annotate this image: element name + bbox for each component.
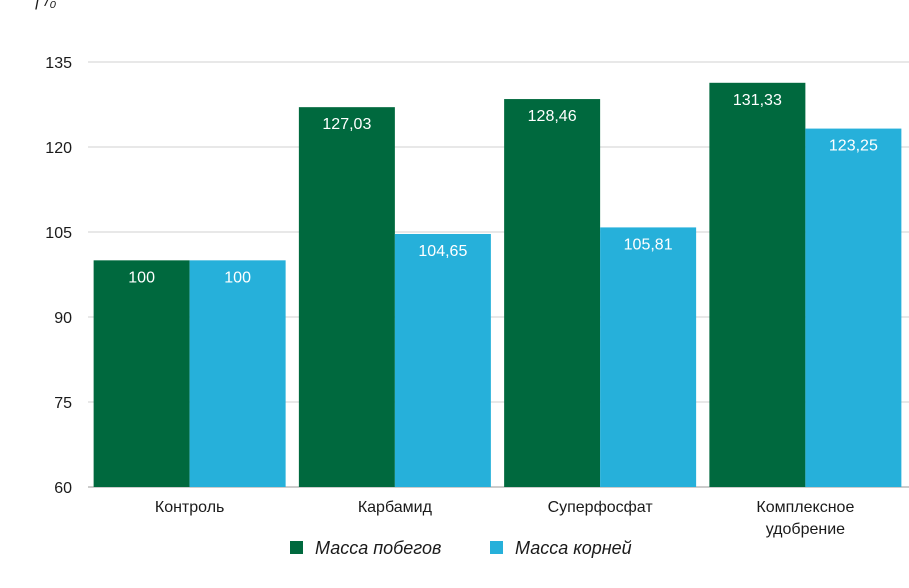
bar-roots	[394, 233, 491, 487]
y-tick-label: 135	[45, 55, 72, 72]
bar-shoots	[504, 99, 601, 487]
y-tick-label: 90	[54, 310, 72, 327]
y-axis: 60 75 90 105 120 135	[45, 55, 72, 497]
legend-swatch	[490, 541, 503, 554]
bar-roots	[189, 260, 286, 487]
data-label: 104,65	[418, 243, 467, 260]
x-axis: Контроль Карбамид Суперфосфат Комплексное уд…	[155, 499, 855, 538]
bar-roots	[600, 227, 697, 487]
y-tick-label: 60	[54, 480, 72, 497]
data-label: 131,33	[733, 92, 782, 109]
data-label: 127,03	[322, 116, 371, 133]
x-category-label: Контроль	[155, 499, 225, 516]
x-category-label: Комплексное	[756, 499, 854, 516]
data-label: 128,46	[528, 108, 577, 125]
data-label: 100	[224, 269, 251, 286]
bar-shoots	[709, 82, 806, 488]
x-category-label: удобрение	[766, 521, 845, 538]
y-tick-label: 120	[45, 140, 72, 157]
x-category-label: Суперфосфат	[548, 499, 654, 516]
legend-label: Масса корней	[515, 538, 632, 558]
bar-roots	[805, 128, 902, 488]
legend-label: Масса побегов	[315, 538, 441, 558]
x-category-label: Карбамид	[358, 499, 433, 516]
data-label: 123,25	[829, 138, 878, 155]
legend-swatch	[290, 541, 303, 554]
bar-shoots	[93, 260, 190, 487]
bars: 100 100 127,03 104,65 128,46 105,81 131,33 123,…	[93, 82, 902, 488]
y-tick-label: 105	[45, 225, 72, 242]
bar-shoots	[298, 107, 395, 487]
data-label: 105,81	[624, 236, 673, 253]
y-tick-label: 75	[54, 395, 72, 412]
top-fragment: 'ƒ'/₀'	[30, 0, 60, 10]
data-label: 100	[128, 269, 155, 286]
legend: Масса побегов Масса корней	[290, 538, 632, 558]
